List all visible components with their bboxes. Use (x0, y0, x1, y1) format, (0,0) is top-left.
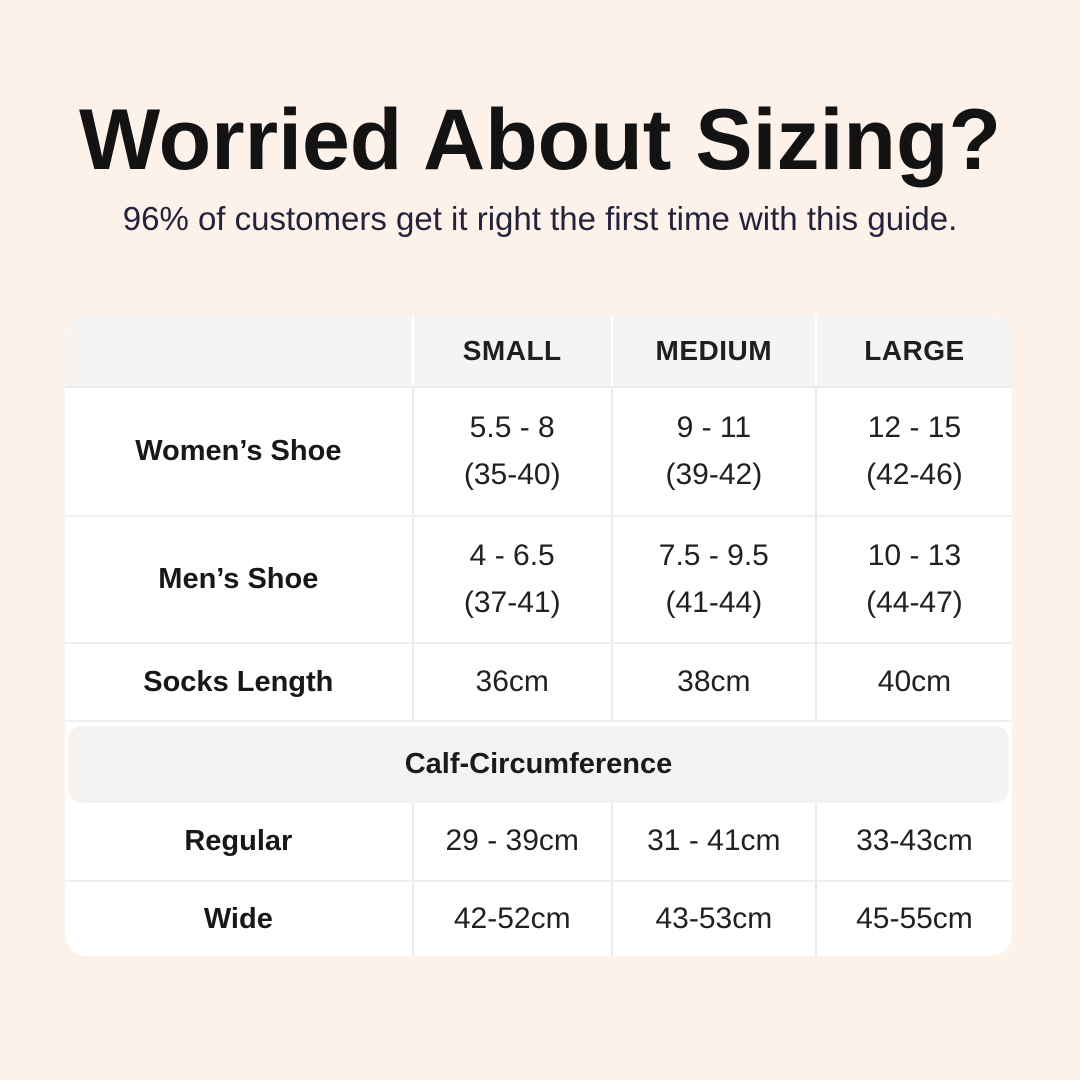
row-label-socks-length: Socks Length (143, 665, 334, 698)
us-size-range: 5.5 - 8 (469, 411, 555, 444)
page-header: Worried About Sizing? 96% of customers g… (0, 0, 1080, 238)
eu-size-range: (39-42) (665, 457, 763, 491)
mens-shoe-medium-cell: 7.5 - 9.5 (41-44) (610, 517, 815, 642)
table-row-socks-length: Socks Length 36cm 38cm 40cm (65, 644, 1012, 722)
socks-length-large-cell: 40cm (814, 644, 1012, 720)
header-cell-small: SMALL (411, 315, 611, 386)
section-gap (65, 722, 1012, 726)
size-chart-card: SMALL MEDIUM LARGE Women’s Shoe 5.5 - 8 … (65, 315, 1012, 956)
calf-range: 29 - 39cm (445, 824, 579, 858)
calf-range: 42-52cm (453, 901, 571, 935)
header-cell-large: LARGE (814, 315, 1012, 386)
table-row-wide: Wide 42-52cm 43-53cm 45-55cm (65, 882, 1012, 956)
regular-medium-cell: 31 - 41cm (610, 803, 815, 880)
us-size-range: 9 - 11 (676, 411, 752, 444)
regular-small-cell: 29 - 39cm (411, 803, 611, 880)
calf-range: 45-55cm (856, 901, 973, 935)
length-value: 36cm (475, 664, 549, 698)
wide-medium-cell: 43-53cm (610, 882, 815, 956)
eu-size-range: (37-41) (463, 585, 561, 619)
womens-shoe-large-cell: 12 - 15 (42-46) (814, 388, 1012, 515)
row-label-womens-shoe: Women’s Shoe (135, 435, 342, 467)
eu-size-range: (44-47) (866, 585, 963, 619)
row-label-mens-shoe: Men’s Shoe (158, 563, 319, 595)
table-row-regular: Regular 29 - 39cm 31 - 41cm 33-43cm (65, 803, 1012, 882)
length-value: 40cm (877, 664, 952, 698)
calf-range: 33-43cm (856, 824, 973, 858)
mens-shoe-large-cell: 10 - 13 (44-47) (814, 517, 1012, 642)
row-label-wide: Wide (203, 902, 273, 935)
length-value: 38cm (677, 664, 751, 698)
us-size-range: 10 - 13 (867, 539, 962, 572)
wide-small-cell: 42-52cm (411, 882, 611, 956)
eu-size-range: (41-44) (665, 585, 763, 619)
socks-length-medium-cell: 38cm (610, 644, 815, 720)
header-cell-medium: MEDIUM (610, 315, 815, 386)
table-row-mens-shoe: Men’s Shoe 4 - 6.5 (37-41) 7.5 - 9.5 (41… (65, 517, 1012, 644)
us-size-range: 7.5 - 9.5 (658, 539, 769, 572)
page-title: Worried About Sizing? (78, 92, 1002, 188)
calf-range: 31 - 41cm (647, 824, 781, 858)
row-label-regular: Regular (184, 825, 293, 857)
mens-shoe-small-cell: 4 - 6.5 (37-41) (411, 517, 611, 642)
us-size-range: 12 - 15 (867, 411, 962, 444)
table-header-row: SMALL MEDIUM LARGE (65, 315, 1012, 388)
womens-shoe-medium-cell: 9 - 11 (39-42) (610, 388, 815, 515)
socks-length-small-cell: 36cm (411, 644, 611, 720)
us-size-range: 4 - 6.5 (469, 539, 555, 572)
calf-range: 43-53cm (655, 901, 773, 935)
wide-large-cell: 45-55cm (814, 882, 1012, 956)
womens-shoe-small-cell: 5.5 - 8 (35-40) (411, 388, 611, 515)
eu-size-range: (42-46) (866, 457, 963, 491)
table-row-womens-shoe: Women’s Shoe 5.5 - 8 (35-40) 9 - 11 (39-… (65, 388, 1012, 517)
regular-large-cell: 33-43cm (814, 803, 1012, 880)
header-cell-empty (65, 315, 412, 386)
section-header-calf-circumference: Calf-Circumference (68, 726, 1009, 803)
eu-size-range: (35-40) (463, 457, 561, 491)
page-subtitle: 96% of customers get it right the first … (122, 200, 958, 238)
